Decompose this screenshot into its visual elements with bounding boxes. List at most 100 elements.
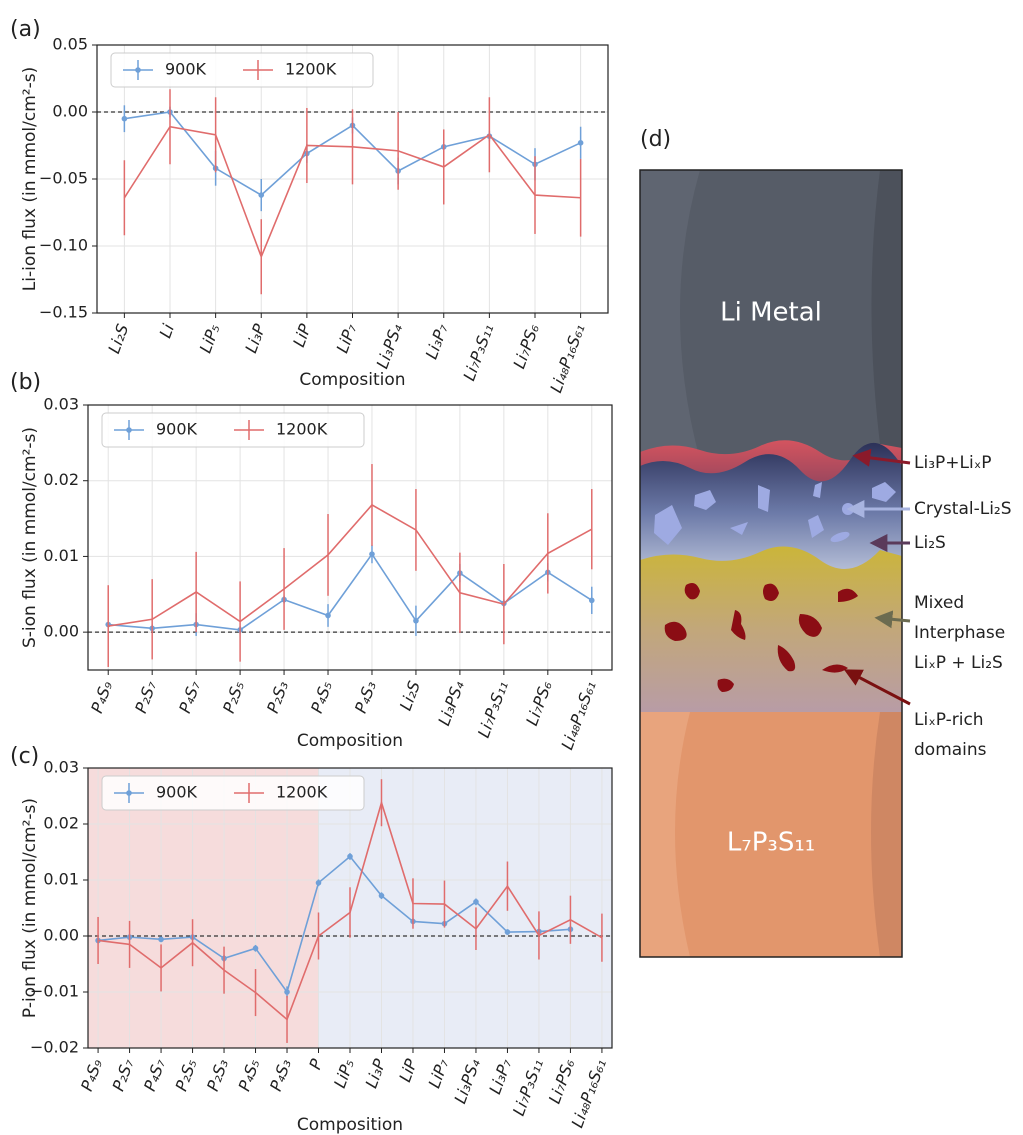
legend-label: 1200K <box>276 783 328 802</box>
x-tick-label: P₄S₇ <box>175 678 204 716</box>
x-tick-label: P₄S₉ <box>77 1056 106 1094</box>
x-tick-label: LiP₇ <box>425 1056 453 1091</box>
shaded-region <box>88 768 319 1048</box>
y-tick-label: 0.02 <box>43 470 79 489</box>
y-tick-label: −0.01 <box>30 982 79 1001</box>
x-tick-label: P₂S₃ <box>203 1056 232 1093</box>
x-tick-label: P₄S₅ <box>307 678 336 715</box>
point <box>252 945 259 952</box>
layer-label: L₇P₃S₁₁ <box>727 828 815 858</box>
shading <box>871 170 902 460</box>
x-tick-label: Li₃PS₄ <box>373 321 407 371</box>
legend-box <box>101 775 365 811</box>
x-tick-label: Li₃P₇ <box>485 1056 515 1097</box>
point <box>121 115 128 122</box>
series-line <box>108 552 593 631</box>
x-tick-label: Li₃P <box>241 321 269 355</box>
shading <box>640 712 690 957</box>
x-tick-label: Li₇PS₆ <box>509 321 543 371</box>
x-tick-label: P₂S₃ <box>263 678 292 715</box>
x-tick-label: P₂S₇ <box>131 678 160 716</box>
x-tick-label: Li₇P₃S₁₁ <box>474 678 512 740</box>
axes-frame <box>87 767 613 1049</box>
point <box>315 880 322 886</box>
point <box>347 853 353 860</box>
legend-label: 900K <box>165 60 207 79</box>
y-tick-label: 0.00 <box>43 622 79 641</box>
legend-marker <box>126 790 132 796</box>
axes-frame <box>96 44 609 314</box>
x-tick-label: Li₇P₃S₁₁ <box>459 321 497 383</box>
x-tick-label: Li₃PS₄ <box>434 678 468 728</box>
axes-frame <box>87 404 613 671</box>
x-tick-label: P₄S₇ <box>140 1056 169 1094</box>
shading <box>640 170 700 460</box>
point <box>284 989 290 995</box>
x-tick-label: Li₇PS₆ <box>545 1056 579 1106</box>
legend-label: 900K <box>156 783 198 802</box>
shading <box>871 712 902 957</box>
x-axis-label: Composition <box>299 370 405 390</box>
legend-label: 1200K <box>276 420 328 439</box>
x-tick-label: LiP <box>395 1056 421 1084</box>
legend-box <box>110 52 374 88</box>
legend-box <box>101 412 365 448</box>
y-axis-label: Li-ion flux (in mmol/cm²-s) <box>20 67 40 291</box>
x-tick-label: LiP₇ <box>333 321 361 356</box>
x-tick-label: P₂S₅ <box>219 678 248 715</box>
electrolyte-layer <box>640 712 902 957</box>
x-axis-label: Composition <box>297 731 403 751</box>
x-tick-label: Li₂S <box>104 321 132 356</box>
y-tick-label: 0.00 <box>43 926 79 945</box>
annotation: Interphase <box>914 623 1005 643</box>
point <box>413 617 419 624</box>
x-tick-label: P <box>305 1056 326 1072</box>
point <box>588 597 595 604</box>
annotation: Mixed <box>914 593 964 613</box>
y-tick-label: 0.03 <box>43 758 79 777</box>
series-line <box>108 503 593 627</box>
y-axis-label: S-ion flux (in mmol/cm²-s) <box>20 427 40 648</box>
panel-label: (d) <box>640 127 671 152</box>
y-tick-label: −0.10 <box>39 236 88 255</box>
legend: 900K 1200K <box>101 412 365 448</box>
point <box>258 192 265 198</box>
panel-label: (b) <box>10 370 41 395</box>
legend-label: 900K <box>156 420 198 439</box>
series-line <box>97 855 571 994</box>
x-tick-label: Li <box>156 321 179 341</box>
shaded-region <box>318 768 612 1048</box>
lixp-domains <box>664 583 858 692</box>
y-tick-label: 0.01 <box>43 546 79 565</box>
y-tick-label: 0.03 <box>43 395 79 414</box>
x-tick-label: LiP₅ <box>196 321 224 355</box>
annotation: LiₓP-rich <box>914 710 984 730</box>
x-tick-label: Li₄₈P₁₆S₆₁ <box>557 678 599 752</box>
panel-label: (a) <box>10 17 41 42</box>
point <box>369 551 375 557</box>
legend: 900K 1200K <box>101 775 365 811</box>
legend-marker <box>135 67 141 73</box>
x-tick-label: Li₃PS₄ <box>450 1056 484 1106</box>
x-tick-label: P₄S₃ <box>351 678 380 715</box>
arrow <box>852 448 911 467</box>
y-tick-label: −0.05 <box>39 169 88 188</box>
x-tick-label: Li₇PS₆ <box>522 678 556 728</box>
y-tick-label: −0.02 <box>30 1038 79 1057</box>
legend-marker <box>126 427 132 433</box>
x-tick-label: Li₂S <box>396 678 424 713</box>
arrow <box>874 610 911 629</box>
arrow <box>843 669 911 706</box>
point <box>504 929 511 935</box>
x-tick-label: LiP <box>289 321 315 349</box>
panel-label: (c) <box>10 744 39 769</box>
point <box>158 936 164 943</box>
point <box>325 612 331 619</box>
x-tick-label: P₄S₉ <box>87 678 116 716</box>
x-tick-label: LiP₅ <box>330 1056 358 1090</box>
annotation: Crystal-Li₂S <box>914 499 1012 519</box>
x-tick-label: Li₄₈P₁₆S₆₁ <box>546 321 588 395</box>
y-tick-label: 0.05 <box>52 35 88 54</box>
annotation: LiₓP + Li₂S <box>914 653 1003 673</box>
